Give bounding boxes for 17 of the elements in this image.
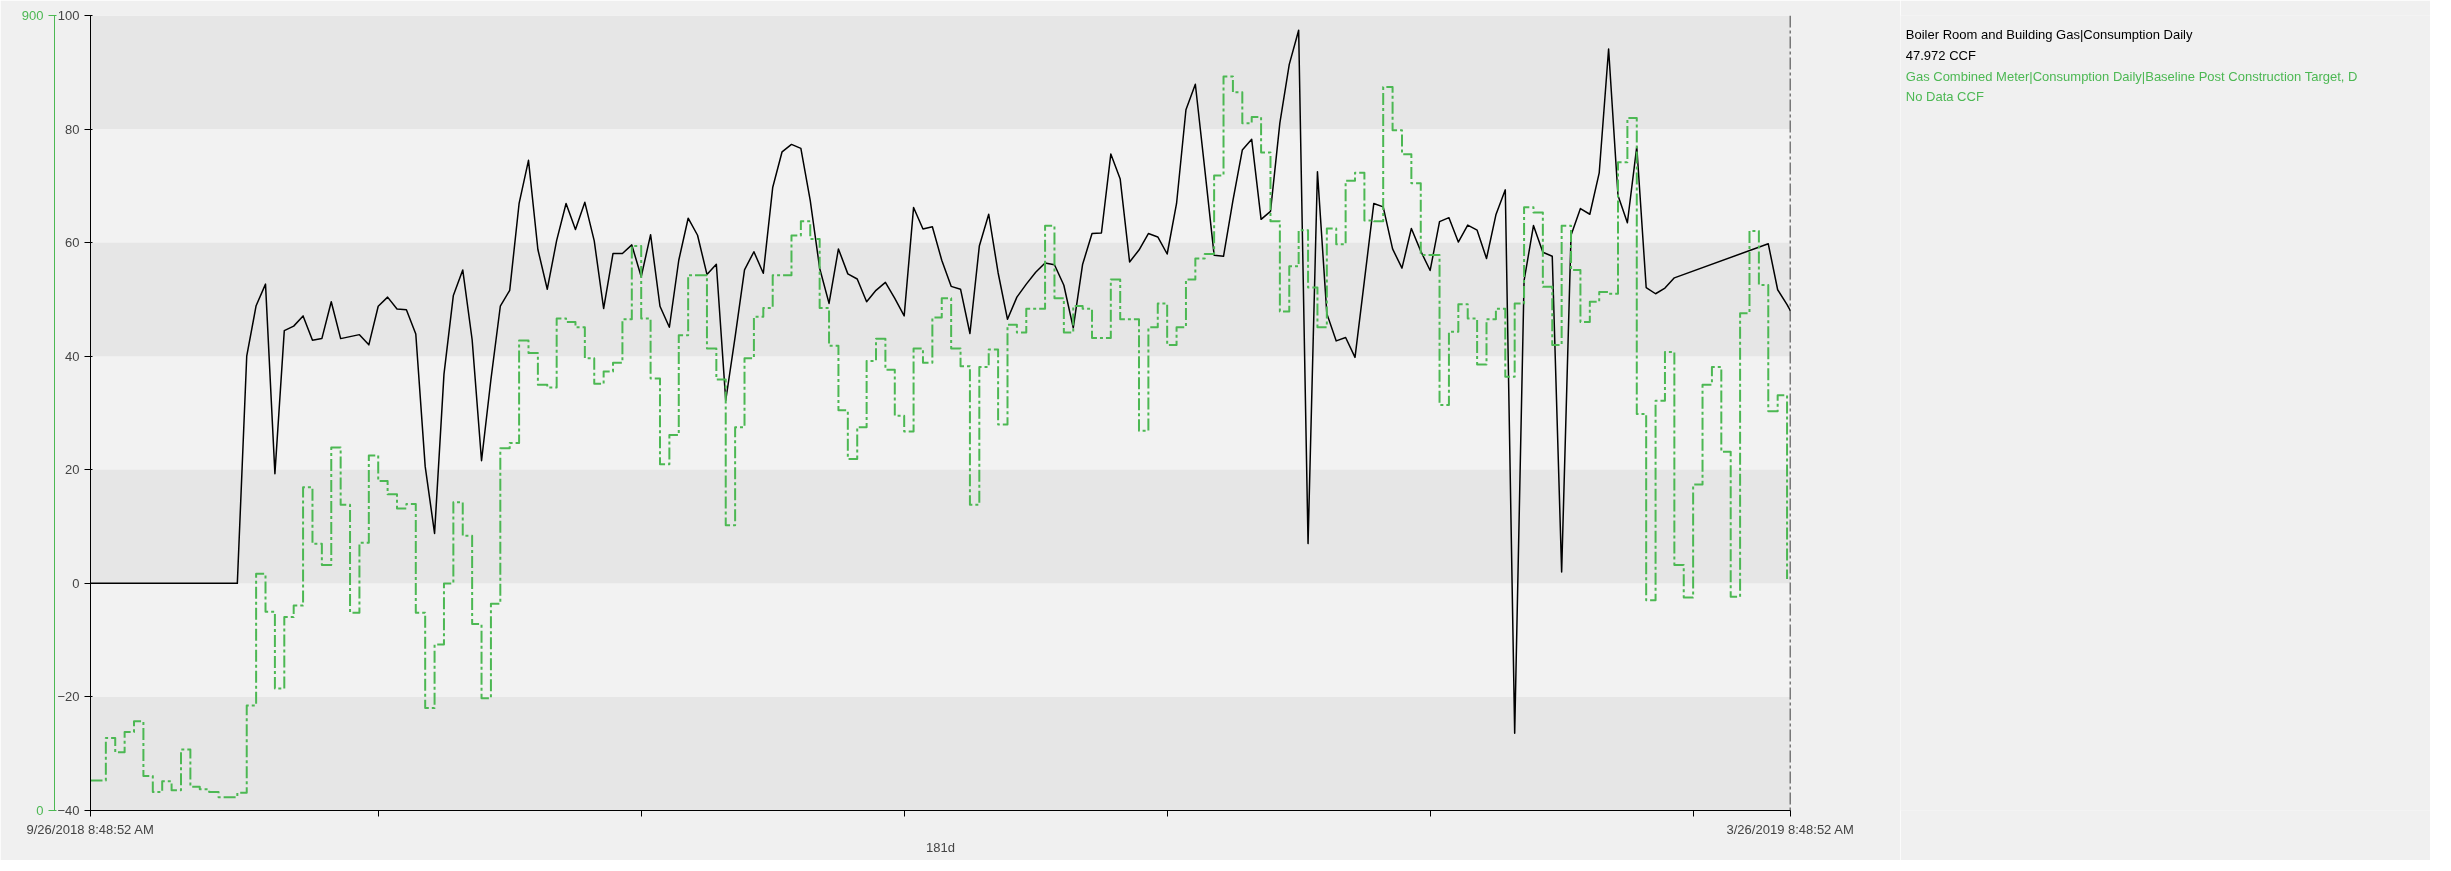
- y-tick-label: 80: [65, 121, 80, 137]
- y-tick-label: −20: [57, 689, 80, 705]
- y2-tick-label: 0: [36, 803, 44, 818]
- y-tick-label: 20: [65, 462, 80, 478]
- text: 47.972 CCF: [1905, 48, 1976, 64]
- x-tick-label: 3/26/2019 8:48:52 AM: [1726, 821, 1854, 837]
- y-tick-label: −40: [57, 803, 80, 818]
- y-tick-label: 100: [57, 8, 80, 23]
- x-axis-title: 181d: [926, 839, 955, 855]
- y2-tick-label: 900: [21, 8, 44, 23]
- text: Boiler Room and Building Gas|Consumption Daily: [1905, 27, 2193, 43]
- text: Gas Combined Meter|Consumption Daily|Baseline Post Construction Target, D: [1905, 68, 2358, 84]
- x-tick-label: 9/26/2018 8:48:52 AM: [26, 821, 154, 837]
- y-tick-label: 0: [72, 575, 80, 591]
- y-tick-label: 60: [65, 235, 80, 251]
- y-tick-label: 40: [65, 348, 80, 364]
- text: No Data CCF: [1905, 89, 1984, 105]
